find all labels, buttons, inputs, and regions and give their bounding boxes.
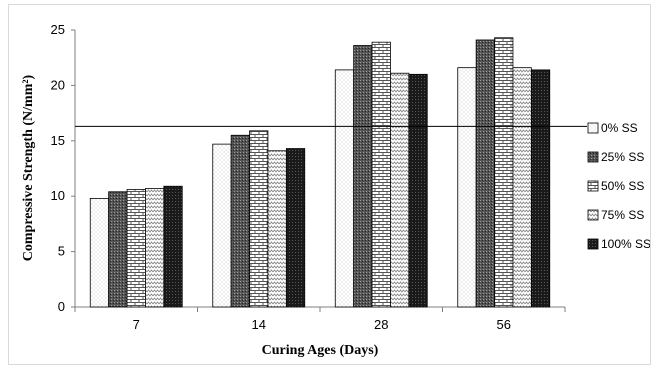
legend: 0% SS 25% SS 50% SS 75% SS 100% SS [587, 121, 650, 251]
bar-chart: 0 5 10 15 20 25 7 14 28 56 Compressive Strength … [21, 22, 650, 358]
bar [390, 72, 410, 308]
y-axis-ticks: 0 5 10 15 20 25 [51, 22, 75, 314]
x-tick-label: 56 [497, 317, 511, 332]
legend-label: 50% SS [601, 179, 644, 193]
y-axis-title: Compressive Strength (N/mm²) [21, 74, 36, 261]
bar [230, 134, 250, 308]
legend-label: 75% SS [601, 208, 644, 222]
x-axis-title: Curing Ages (Days) [262, 343, 379, 358]
bar [108, 191, 128, 308]
bars [89, 37, 551, 308]
bar [285, 148, 306, 308]
bar [89, 198, 110, 308]
legend-swatch [587, 122, 599, 134]
x-tick-label: 14 [252, 317, 266, 332]
bar [475, 39, 495, 308]
legend-label: 100% SS [601, 237, 650, 251]
y-tick-label: 25 [51, 22, 65, 37]
bar [408, 73, 428, 308]
bar [267, 150, 287, 308]
x-tick-label: 7 [133, 317, 140, 332]
legend-swatch [587, 209, 599, 221]
y-tick-label: 0 [58, 299, 65, 314]
legend-swatch [587, 151, 599, 163]
bar [145, 188, 165, 308]
bar [530, 69, 551, 308]
y-tick-label: 15 [51, 133, 65, 148]
bar [371, 41, 391, 308]
legend-swatch [587, 180, 599, 192]
legend-label: 0% SS [601, 121, 638, 135]
chart-frame: 0 5 10 15 20 25 7 14 28 56 Compressive Strength … [8, 4, 651, 365]
legend-label: 25% SS [601, 150, 644, 164]
bar [512, 67, 532, 308]
bar [353, 45, 373, 308]
y-tick-label: 5 [58, 244, 65, 259]
bar [126, 189, 146, 308]
x-tick-label: 28 [374, 317, 388, 332]
legend-swatch [587, 238, 599, 250]
y-tick-label: 10 [51, 188, 65, 203]
bar [334, 69, 355, 308]
bar [212, 143, 232, 308]
x-axis-ticks: 7 14 28 56 [74, 307, 566, 332]
bar [457, 67, 477, 308]
bar [163, 185, 183, 308]
y-tick-label: 20 [51, 77, 65, 92]
bar [494, 37, 514, 308]
bar [249, 130, 269, 308]
